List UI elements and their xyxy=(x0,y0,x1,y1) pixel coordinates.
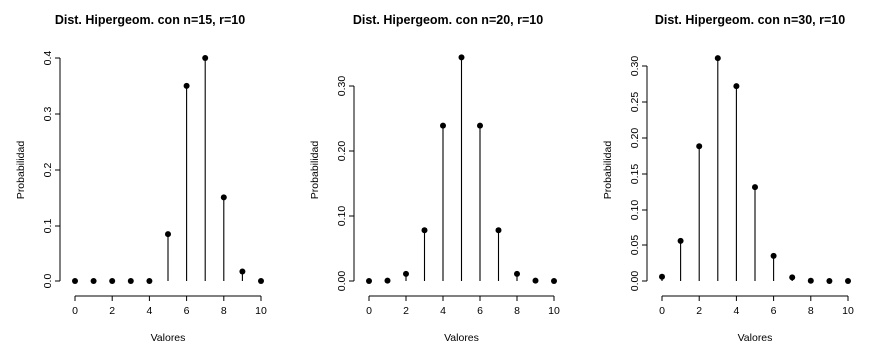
y-tick-label: 0.30 xyxy=(336,76,348,97)
x-tick-label: 10 xyxy=(548,305,560,317)
x-tick-label: 6 xyxy=(477,305,483,317)
chart-panel-3: Dist. Hipergeom. con n=30, r=10 0 2 4 6 8 10 Va… xyxy=(602,13,854,344)
data-point xyxy=(258,278,264,284)
data-point xyxy=(514,270,520,277)
data-point xyxy=(807,277,814,284)
data-point xyxy=(202,55,209,61)
y-axis-label: Probabilidad xyxy=(602,141,614,200)
x-tick-label: 10 xyxy=(842,305,854,317)
x-tick-label: 6 xyxy=(771,305,777,317)
data-point xyxy=(366,278,372,284)
data-point xyxy=(659,273,665,280)
y-tick-label: 0.0 xyxy=(42,274,54,289)
y-tick-label: 0.10 xyxy=(336,206,348,227)
x-tick-label: 4 xyxy=(733,305,739,317)
chart-panel-1: Dist. Hipergeom. con n=15, r=10 0 2 4 6 8 10 Va… xyxy=(15,13,267,344)
x-tick-label: 4 xyxy=(440,305,446,317)
y-tick-label: 0.10 xyxy=(629,200,641,221)
data-point xyxy=(72,278,78,284)
y-tick-label: 0.15 xyxy=(629,164,641,185)
chart-title: Dist. Hipergeom. con n=15, r=10 xyxy=(55,13,245,27)
x-axis-label: Valores xyxy=(444,332,479,344)
data-point xyxy=(714,55,721,62)
x-tick-label: 2 xyxy=(696,305,702,317)
data-point xyxy=(183,82,190,89)
data-point xyxy=(127,278,134,284)
y-tick-label: 0.00 xyxy=(336,271,348,292)
y-axis-label: Probabilidad xyxy=(309,141,321,200)
y-tick-label: 0.3 xyxy=(42,107,54,122)
x-tick-label: 2 xyxy=(109,305,115,317)
y-tick-label: 0.2 xyxy=(42,163,54,178)
data-point xyxy=(752,184,758,191)
y-tick-label: 0.00 xyxy=(629,271,641,292)
y-tick-label: 0.05 xyxy=(629,235,641,256)
chart-panel-2: Dist. Hipergeom. con n=20, r=10 0 2 4 6 8 10 Va… xyxy=(309,13,560,344)
y-tick-label: 0.25 xyxy=(629,92,641,113)
y-tick-label: 0.30 xyxy=(629,56,641,77)
data-point xyxy=(789,274,796,281)
data-point xyxy=(384,277,391,284)
data-point xyxy=(403,270,409,277)
x-tick-label: 4 xyxy=(146,305,152,317)
data-point xyxy=(421,227,428,234)
x-axis-label: Valores xyxy=(151,332,186,344)
chart-title: Dist. Hipergeom. con n=20, r=10 xyxy=(353,13,543,27)
x-tick-label: 6 xyxy=(184,305,190,317)
data-point xyxy=(532,277,539,284)
y-tick-label: 0.4 xyxy=(42,51,54,66)
x-tick-label: 10 xyxy=(255,305,267,317)
y-tick-label: 0.1 xyxy=(42,219,54,234)
x-tick-label: 8 xyxy=(514,305,520,317)
x-tick-label: 2 xyxy=(403,305,409,317)
y-tick-label: 0.20 xyxy=(336,141,348,162)
data-point xyxy=(109,278,116,284)
data-point xyxy=(440,122,446,129)
y-axis-label: Probabilidad xyxy=(15,141,27,200)
x-tick-label: 8 xyxy=(808,305,814,317)
data-point xyxy=(90,278,97,284)
data-point xyxy=(477,122,483,129)
data-point xyxy=(495,227,502,234)
data-point xyxy=(696,143,703,150)
x-tick-label: 0 xyxy=(72,305,78,317)
data-point xyxy=(165,231,171,238)
data-point xyxy=(239,268,246,275)
x-axis-label: Valores xyxy=(738,332,773,344)
data-point xyxy=(845,278,851,284)
chart-title: Dist. Hipergeom. con n=30, r=10 xyxy=(655,13,845,27)
data-point xyxy=(551,278,557,284)
data-point xyxy=(677,237,684,244)
data-point xyxy=(733,83,740,90)
data-point xyxy=(146,278,153,284)
x-tick-label: 0 xyxy=(366,305,372,317)
y-tick-label: 0.20 xyxy=(629,128,641,149)
data-point xyxy=(220,194,227,201)
data-point xyxy=(458,54,465,61)
data-point xyxy=(770,252,777,259)
x-tick-label: 0 xyxy=(659,305,665,317)
data-point xyxy=(826,278,833,284)
x-tick-label: 8 xyxy=(221,305,227,317)
